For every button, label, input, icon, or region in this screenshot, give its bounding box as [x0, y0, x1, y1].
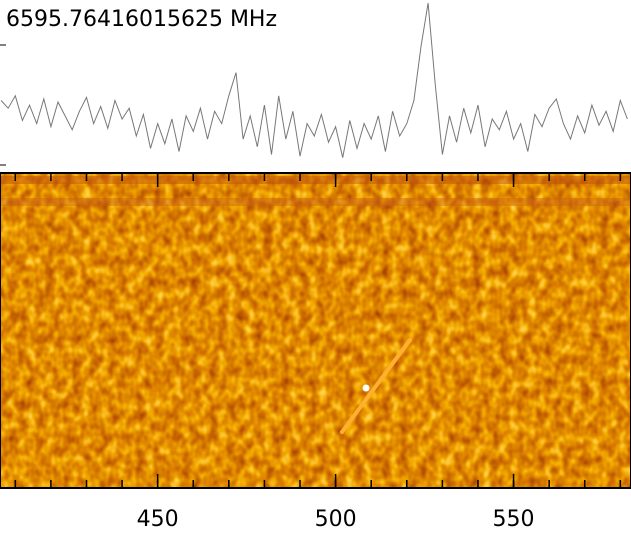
heatmap [0, 173, 631, 488]
x-tick-label: 500 [315, 507, 357, 532]
drift-signal [340, 338, 412, 434]
band [0, 198, 631, 206]
chart-title: 6595.76416015625 MHz [6, 7, 277, 32]
heatmap-frame [0, 172, 631, 489]
spectrum-line [0, 3, 628, 158]
signal-peak [362, 384, 370, 392]
x-tick-label: 550 [493, 507, 535, 532]
x-tick-label: 450 [137, 507, 179, 532]
waterfall [0, 173, 631, 488]
band [0, 176, 631, 184]
